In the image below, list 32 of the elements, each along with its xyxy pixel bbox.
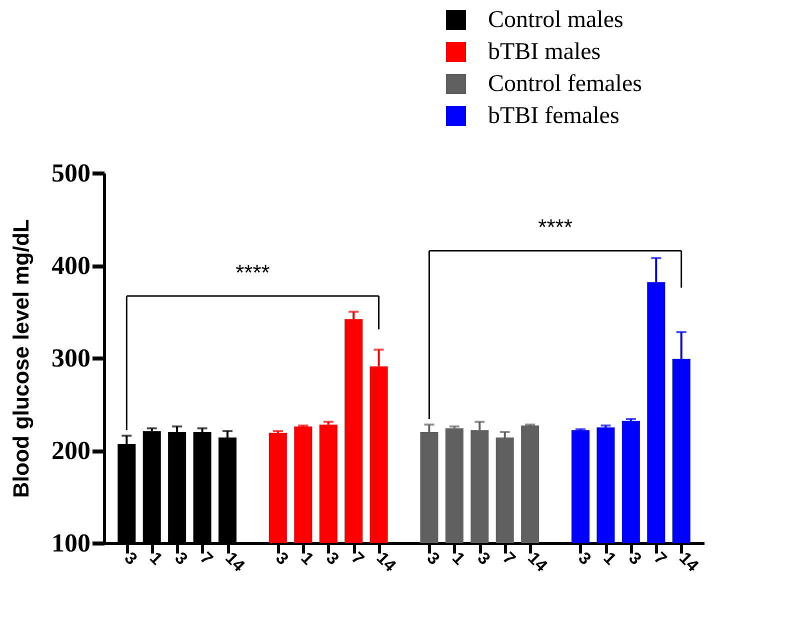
x-tick-label: 1 [448, 548, 469, 569]
x-tick-label: 14 [524, 548, 552, 576]
y-axis-title: Blood glucose level mg/dL [8, 219, 34, 498]
y-tick-label: 100 [52, 528, 90, 558]
x-tick-label: 3 [474, 548, 494, 569]
x-tick-label: 3 [574, 548, 595, 569]
x-tick-label: 1 [146, 548, 166, 569]
x-tick-label: 3 [322, 548, 343, 569]
y-tick-label: 300 [52, 344, 90, 372]
annotation: **** [538, 214, 573, 240]
x-tick-label: 3 [120, 548, 141, 569]
legend-label: Control females [488, 71, 642, 97]
x-tick-label: 14 [675, 548, 703, 576]
y-tick-label: 200 [52, 436, 90, 465]
y-tick-label: 500 [52, 158, 90, 188]
x-tick-label: 3 [272, 548, 292, 569]
x-tick-label: 1 [600, 548, 620, 569]
legend-label: bTBI males [488, 39, 601, 65]
x-tick-label: 7 [498, 548, 520, 569]
x-tick-label: 1 [297, 548, 318, 569]
x-tick-label: 7 [650, 548, 670, 569]
legend-label: bTBI females [488, 103, 620, 129]
x-tick-label: 7 [196, 548, 217, 569]
x-tick-label: 7 [348, 548, 368, 569]
x-tick-label: 3 [171, 548, 192, 569]
x-tick-label: 14 [372, 548, 400, 576]
y-tick-label: 400 [52, 251, 90, 280]
x-tick-label: 3 [423, 548, 444, 569]
x-tick-label: 14 [222, 548, 249, 576]
legend-label: Control males [488, 7, 624, 33]
x-tick-label: 3 [625, 548, 646, 569]
annotation: **** [236, 260, 270, 285]
